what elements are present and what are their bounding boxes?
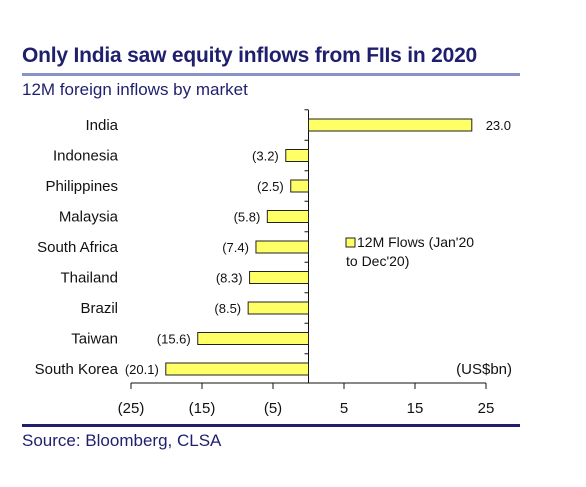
bar — [290, 179, 309, 193]
category-label: South Korea — [35, 361, 119, 378]
data-label: (20.1) — [125, 362, 159, 377]
source-note: Source: Bloomberg, CLSA — [22, 431, 222, 450]
x-tick-label: 15 — [407, 400, 424, 417]
bar — [308, 118, 473, 132]
data-label: 23.0 — [486, 118, 511, 133]
unit-label: (US$bn) — [456, 361, 512, 378]
legend-label: 12M Flows (Jan'20 — [357, 234, 474, 250]
category-label: Brazil — [80, 300, 118, 317]
data-label: (5.8) — [234, 210, 261, 225]
bar — [165, 362, 309, 376]
bar — [266, 210, 310, 223]
legend-label: to Dec'20) — [346, 253, 409, 269]
source-rule — [22, 424, 520, 427]
data-label: (8.3) — [216, 271, 243, 286]
data-label: (2.5) — [257, 179, 284, 194]
x-tick-label: (5) — [264, 400, 282, 417]
chart-title: Only India saw equity inflows from FIIs … — [22, 44, 478, 67]
bar — [285, 149, 309, 162]
data-label: (15.6) — [157, 332, 191, 347]
bar — [249, 271, 310, 284]
category-label: Malaysia — [59, 209, 119, 226]
data-label: (8.5) — [214, 301, 241, 316]
bar — [247, 301, 309, 315]
x-tick-label: (25) — [118, 400, 145, 417]
chart-subtitle: 12M foreign inflows by market — [22, 80, 248, 99]
x-tick-label: 5 — [340, 400, 348, 417]
bar — [197, 332, 310, 345]
category-label: India — [85, 117, 118, 134]
category-label: Indonesia — [53, 148, 119, 165]
category-label: Taiwan — [71, 331, 118, 348]
data-label: (3.2) — [252, 149, 279, 164]
x-tick-label: (15) — [189, 400, 216, 417]
legend-swatch — [345, 237, 356, 248]
bar — [255, 240, 310, 254]
x-tick-label: 25 — [478, 400, 495, 417]
category-label: Thailand — [60, 270, 118, 287]
category-label: Philippines — [45, 178, 118, 195]
title-rule — [22, 73, 520, 76]
category-label: South Africa — [37, 239, 119, 256]
data-label: (7.4) — [222, 240, 249, 255]
